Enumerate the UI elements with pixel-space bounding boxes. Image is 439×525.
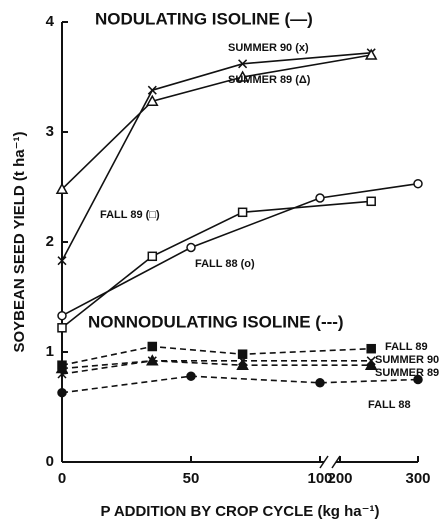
marker — [315, 193, 325, 203]
x-tick-label: 50 — [183, 470, 200, 487]
marker — [186, 242, 196, 253]
series-line — [61, 345, 372, 366]
series-label: SUMMER 90 — [375, 354, 439, 366]
series-label: SUMMER 89 — [375, 367, 439, 379]
series-label: SUMMER 89 (Δ) — [228, 74, 311, 86]
series-line — [61, 182, 419, 317]
x-tick-label: 300 — [405, 470, 430, 487]
series-line — [61, 54, 372, 190]
axis-break — [319, 455, 329, 469]
y-tick-label: 1 — [46, 343, 54, 360]
marker — [57, 387, 67, 398]
series-label: FALL 89 — [385, 341, 428, 353]
annotation: NONNODULATING ISOLINE (---) — [88, 312, 344, 331]
x-axis-title: P ADDITION BY CROP CYCLE (kg ha⁻¹) — [100, 503, 379, 520]
marker — [57, 323, 67, 333]
series-line — [61, 52, 372, 262]
marker — [364, 48, 378, 60]
axis-break — [331, 455, 341, 469]
marker — [413, 178, 423, 189]
marker — [236, 70, 249, 82]
marker — [238, 59, 248, 69]
marker — [55, 182, 69, 194]
marker — [146, 354, 159, 366]
x-tick-label: 100 — [307, 470, 332, 487]
series-label: FALL 89 (□) — [100, 209, 160, 221]
marker — [57, 310, 67, 321]
x-tick-label: 200 — [327, 470, 352, 487]
marker — [57, 256, 67, 266]
series-label: SUMMER 90 (x) — [228, 42, 309, 54]
marker — [236, 358, 249, 370]
annotation: NODULATING ISOLINE (—) — [95, 9, 313, 28]
marker — [413, 374, 423, 385]
marker — [364, 358, 378, 370]
y-axis-title: SOYBEAN SEED YIELD (t ha⁻¹) — [11, 131, 28, 352]
series-line — [61, 375, 419, 394]
marker — [147, 85, 157, 95]
marker — [55, 361, 69, 374]
marker — [366, 196, 376, 207]
marker — [147, 251, 158, 262]
y-tick-label: 2 — [46, 233, 54, 250]
y-tick-label: 4 — [46, 13, 55, 30]
marker — [237, 207, 248, 218]
marker — [366, 343, 376, 354]
series-label: FALL 88 — [368, 399, 411, 411]
marker — [147, 341, 158, 352]
marker — [315, 378, 325, 388]
marker — [186, 371, 196, 381]
series-label: FALL 88 (o) — [195, 258, 255, 270]
series-line — [61, 359, 372, 370]
series-line — [61, 360, 372, 375]
y-tick-label: 3 — [46, 123, 54, 140]
marker — [146, 94, 159, 106]
marker — [237, 349, 248, 359]
x-tick-label: 0 — [58, 470, 66, 487]
y-tick-label: 0 — [46, 453, 54, 470]
